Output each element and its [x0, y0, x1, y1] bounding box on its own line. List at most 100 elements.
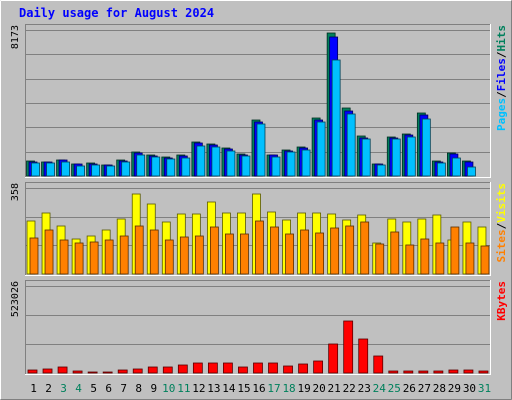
x-tick-label-day-13: 13 — [207, 382, 220, 395]
chart-title: Daily usage for August 2024 — [19, 6, 214, 20]
bar-kbytes-day-8 — [132, 368, 143, 374]
bar-kbytes-day-28 — [433, 370, 444, 374]
bar-pages-day-2 — [46, 162, 55, 177]
x-tick-label-day-17: 17 — [267, 382, 280, 395]
bar-pages-day-6 — [106, 165, 116, 177]
bar-sites-day-29 — [450, 226, 460, 275]
bar-pages-day-19 — [301, 149, 311, 177]
bar-kbytes-day-7 — [117, 369, 128, 374]
bar-pages-day-15 — [241, 155, 251, 177]
bar-kbytes-day-27 — [418, 370, 429, 374]
bar-kbytes-day-12 — [192, 362, 203, 374]
bar-kbytes-day-13 — [207, 362, 218, 374]
bar-kbytes-day-5 — [87, 371, 98, 374]
x-tick-label-day-9: 9 — [150, 382, 157, 395]
legend-entry-sites: Sites — [495, 229, 508, 262]
bar-kbytes-day-25 — [388, 370, 399, 374]
panel-middle-max-label: 358 — [10, 183, 21, 201]
bar-pages-day-21 — [331, 59, 341, 177]
x-tick-label-day-29: 29 — [448, 382, 461, 395]
bar-kbytes-day-26 — [403, 370, 414, 374]
x-tick-label-day-16: 16 — [252, 382, 265, 395]
x-tick-label-day-30: 30 — [463, 382, 476, 395]
legend-entry-visits: Visits — [495, 183, 508, 223]
bar-pages-day-10 — [166, 158, 176, 177]
x-tick-label-day-1: 1 — [30, 382, 37, 395]
bar-pages-day-16 — [256, 123, 266, 177]
bar-sites-day-9 — [149, 229, 159, 275]
bar-pages-day-3 — [61, 161, 70, 177]
bar-sites-day-6 — [104, 239, 114, 275]
x-tick-label-day-3: 3 — [60, 382, 67, 395]
bar-kbytes-day-11 — [177, 364, 188, 374]
x-tick-label-day-27: 27 — [418, 382, 431, 395]
bar-pages-day-11 — [181, 157, 191, 177]
bar-pages-day-20 — [316, 121, 326, 177]
bar-kbytes-day-16 — [253, 362, 263, 374]
bar-pages-day-25 — [391, 138, 401, 177]
bar-pages-day-8 — [136, 154, 146, 177]
bar-sites-day-22 — [345, 225, 355, 275]
bar-sites-day-7 — [119, 235, 129, 275]
bar-sites-day-2 — [44, 229, 54, 275]
x-tick-label-day-24: 24 — [373, 382, 387, 395]
x-tick-label-day-21: 21 — [328, 382, 341, 395]
bar-pages-day-26 — [406, 136, 416, 177]
x-tick-label-day-6: 6 — [105, 382, 112, 395]
x-tick-label-day-22: 22 — [343, 382, 356, 395]
bar-pages-day-17 — [271, 156, 281, 177]
legend-separator: / — [495, 91, 508, 98]
bar-sites-day-17 — [270, 226, 279, 275]
bar-kbytes-day-17 — [268, 362, 278, 374]
legend-entry-hits: Hits — [495, 25, 508, 52]
bar-pages-day-5 — [91, 164, 101, 177]
bar-sites-day-10 — [164, 239, 174, 275]
bar-sites-day-14 — [225, 233, 234, 275]
bar-sites-day-18 — [285, 233, 294, 275]
bar-pages-day-7 — [121, 161, 131, 177]
bar-pages-day-30 — [467, 166, 476, 177]
bar-sites-day-28 — [435, 242, 445, 275]
bar-kbytes-day-31 — [478, 370, 489, 374]
x-tick-label-day-8: 8 — [135, 382, 142, 395]
bar-kbytes-day-18 — [283, 365, 293, 374]
bar-sites-day-16 — [255, 220, 264, 275]
bar-sites-day-5 — [89, 241, 99, 275]
panel-top-legend: Pages/Files/Hits — [495, 25, 508, 131]
bar-pages-day-29 — [452, 157, 461, 177]
bar-sites-day-25 — [390, 231, 400, 275]
bar-kbytes-day-3 — [57, 366, 68, 374]
x-tick-label-day-10: 10 — [162, 382, 175, 395]
bar-sites-day-26 — [405, 244, 415, 275]
x-tick-label-day-20: 20 — [313, 382, 326, 395]
x-tick-label-day-5: 5 — [90, 382, 97, 395]
x-tick-label-day-2: 2 — [45, 382, 52, 395]
x-tick-label-day-12: 12 — [192, 382, 205, 395]
panel-middle-legend: Sites/Visits — [495, 183, 508, 263]
bar-pages-day-9 — [151, 156, 161, 177]
bar-sites-day-13 — [209, 226, 219, 275]
bar-sites-day-24 — [375, 243, 385, 275]
x-tick-label-day-26: 26 — [403, 382, 416, 395]
bar-kbytes-day-20 — [313, 360, 324, 374]
bar-sites-day-8 — [134, 225, 144, 275]
bar-sites-day-19 — [300, 229, 309, 275]
bar-pages-day-13 — [211, 146, 221, 177]
x-tick-label-day-18: 18 — [282, 382, 295, 395]
bar-kbytes-day-9 — [147, 366, 158, 374]
bar-kbytes-day-23 — [358, 338, 369, 374]
bar-sites-day-31 — [480, 245, 490, 275]
bar-sites-day-30 — [465, 242, 475, 275]
legend-entry-files: Files — [495, 58, 508, 91]
panel-bottom-legend: KBytes — [495, 281, 508, 321]
x-tick-label-day-25: 25 — [388, 382, 401, 395]
bar-sites-day-23 — [360, 221, 370, 275]
bar-kbytes-day-10 — [162, 366, 173, 374]
x-tick-label-day-28: 28 — [433, 382, 446, 395]
bar-pages-day-22 — [346, 113, 356, 177]
panel-bottom-max-label: 523026 — [10, 281, 21, 317]
x-tick-label-day-19: 19 — [297, 382, 310, 395]
bar-sites-day-1 — [29, 237, 39, 275]
bar-sites-day-3 — [59, 239, 69, 275]
